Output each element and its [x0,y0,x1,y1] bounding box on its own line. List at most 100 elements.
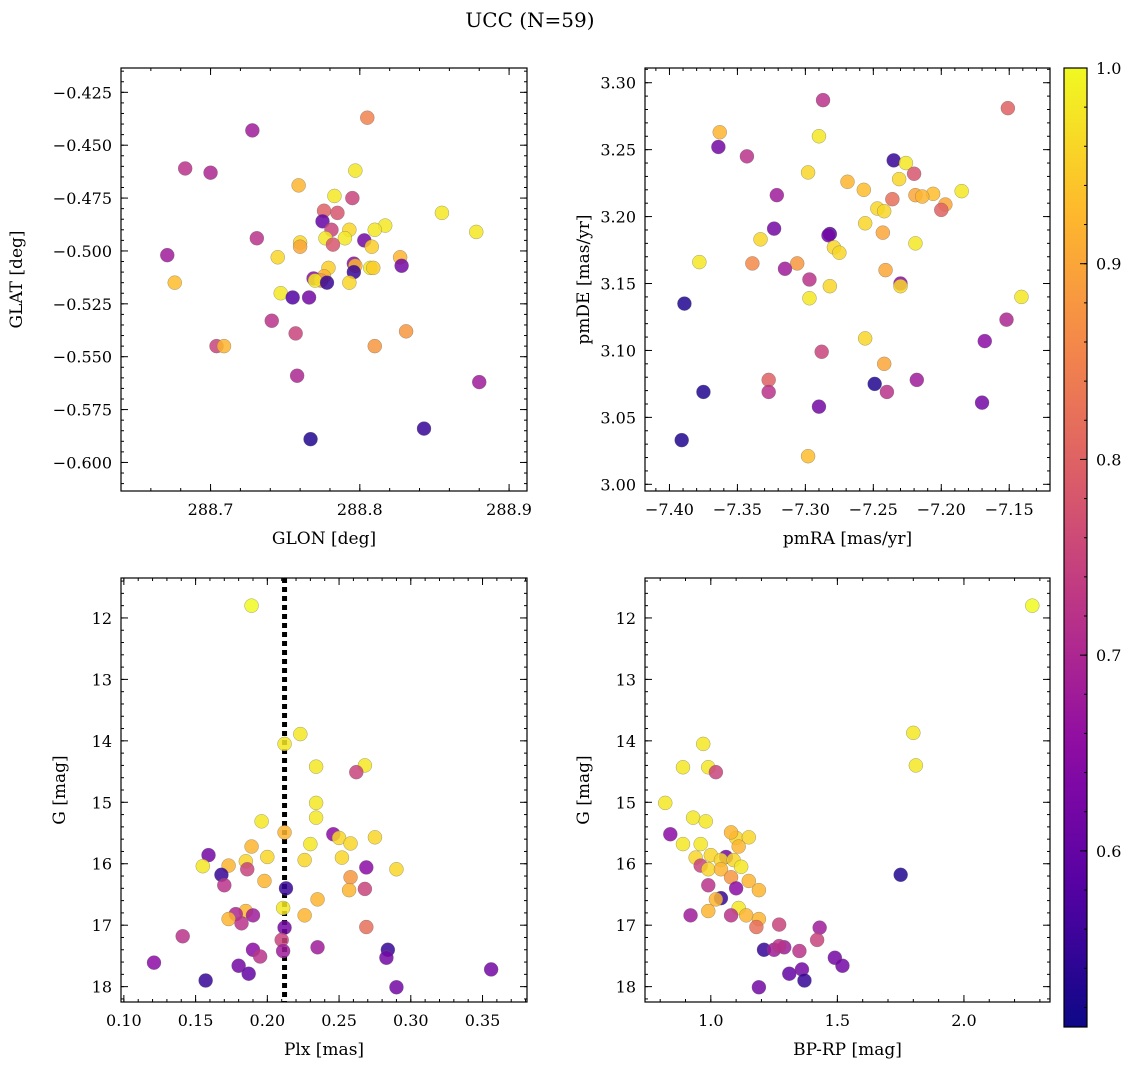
ytick-label: −0.475 [53,189,112,208]
scatter-point [293,726,308,742]
scatter-point [146,955,162,970]
scatter-point [288,326,303,341]
scatter-point [244,598,259,613]
scatter-point [723,908,739,923]
scatter-point [216,338,232,354]
scatter-point [367,830,383,845]
scatter-point [277,736,292,752]
scatter-point [792,943,807,959]
scatter-point [379,950,394,966]
scatter-point [974,395,990,410]
scatter-point [777,261,793,277]
scatter-point [675,836,691,852]
scatter-point [698,814,713,829]
ytick-label: 14 [92,732,112,751]
scatter-point [731,839,746,854]
scatter-point [359,860,374,875]
scatter-point [701,877,716,893]
scatter-point [867,376,882,392]
scatter-point [893,867,908,883]
scatter-point [771,938,787,954]
scatter-point [914,189,930,204]
scatter-point [696,384,711,400]
scatter-point [1000,100,1016,116]
scatter-point [800,165,816,180]
scatter-point [797,973,812,988]
scatter-point [252,949,268,964]
colorbar-tick-label: 0.6 [1096,842,1121,861]
scatter-point [908,758,924,773]
scatter-point [241,966,256,981]
scatter-point [343,836,358,851]
scatter-point [878,262,893,278]
scatter-point [471,374,487,390]
scatter-point [303,431,318,447]
scatter-point [934,202,949,218]
scatter-point [802,290,817,306]
scatter-point [876,356,892,372]
colorbar: 0.6 0.7 0.8 0.9 1.0 [1063,59,1121,1028]
scatter-point [330,205,345,221]
scatter-point [800,448,816,464]
scatter-point [367,338,382,354]
ytick-label: −0.600 [53,453,112,472]
scatter-point [249,231,265,246]
ytick-label: 13 [92,670,112,689]
scatter-point [751,882,767,898]
scatter-point [345,190,360,206]
scatter-point [814,344,829,360]
xtick-label: 1.0 [698,1011,723,1030]
scatter-point [761,384,776,400]
ytick-label: 3.25 [600,141,636,160]
scatter-point [394,258,409,274]
scatter-point [782,966,797,981]
scatter-point [728,881,744,896]
y-axis-label: G [mag] [574,755,594,824]
plot-frame [644,577,1051,1003]
ytick-label: 15 [92,793,112,812]
scatter-point [739,908,754,923]
ytick-label: 16 [616,855,636,874]
xtick-label: 1.5 [825,1011,850,1030]
scatter-point [695,736,711,752]
xtick-label: −7.35 [713,500,762,519]
scatter-point [160,247,175,263]
colorbar-tick-label: 1.0 [1096,59,1121,78]
scatter-point [327,188,342,204]
scatter-point [741,830,757,845]
scatter-point [898,155,914,171]
scatter-point [822,278,838,294]
scatter-point [802,272,817,287]
scatter-point [809,932,825,948]
scatter-point [175,928,190,944]
scatter-point [292,239,308,254]
scatter-point [906,166,922,181]
scatter-point [741,873,757,889]
scatter-point [692,254,707,270]
scatter-point [811,399,827,414]
x-axis-label: Plx [mas] [284,1040,364,1060]
scatter-point [771,917,787,932]
scatter-point [1014,289,1029,305]
scatter-point [683,908,698,923]
scatter-point [301,290,317,305]
colorbar-tick-label: 0.8 [1096,450,1121,469]
scatter-point [360,110,375,125]
ytick-label: −0.550 [53,348,112,367]
scatter-point [264,313,280,328]
scatter-point [177,161,193,176]
scatter-point [416,421,432,436]
scatter-point [357,881,373,897]
scatter-point [708,764,724,780]
xtick-label: 2.0 [951,1011,976,1030]
scatter-point [977,333,993,349]
ytick-label: 3.00 [600,475,636,494]
colorbar-tick-label: 0.9 [1096,255,1121,274]
plot-frame [120,67,528,492]
scatter-point [857,331,873,346]
scatter-point [289,368,305,383]
colorbar-tick-label: 0.7 [1096,646,1121,665]
ytick-label: 17 [92,916,112,935]
scatter-point [244,839,259,854]
